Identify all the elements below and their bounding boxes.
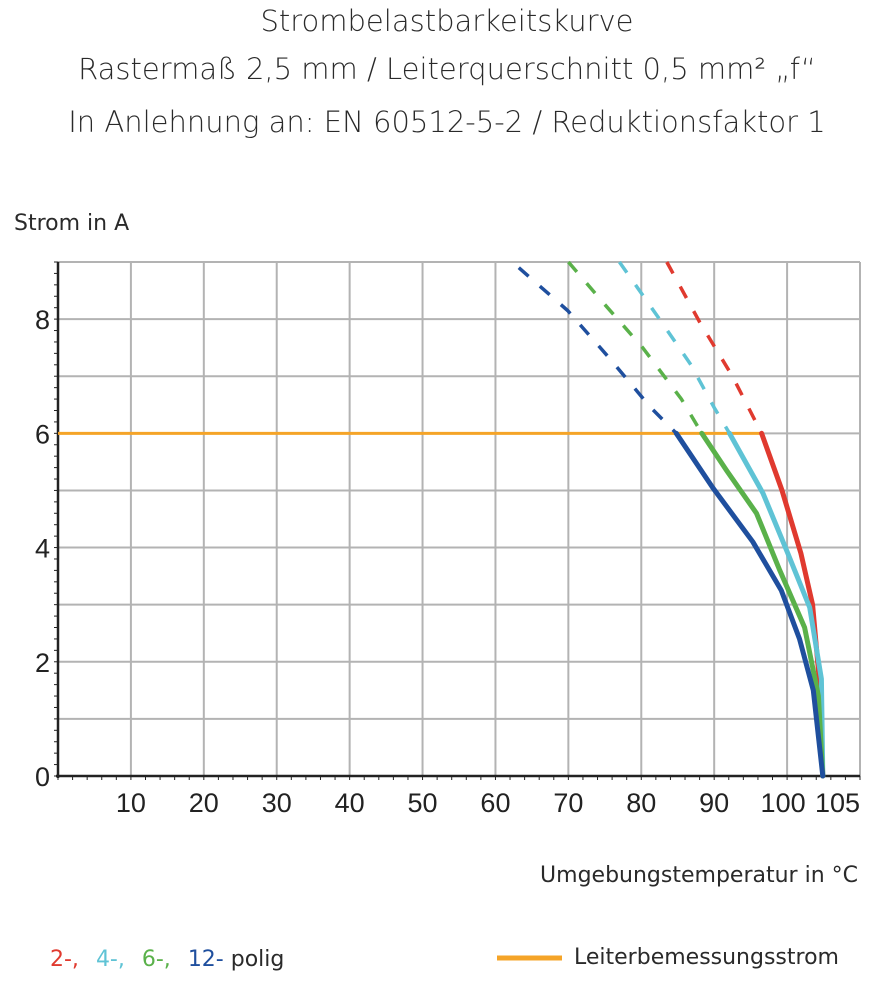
x-tick-label: 40: [335, 788, 365, 818]
x-tick-label: 100: [761, 788, 806, 818]
y-tick-label: 6: [35, 419, 50, 449]
x-tick-label: 70: [553, 788, 583, 818]
series-6-dashed-line: [567, 260, 704, 435]
x-tick-label: 80: [626, 788, 656, 818]
legend-suffix: polig: [231, 947, 285, 972]
y-tick-label: 4: [35, 534, 50, 564]
x-tick-label: 105: [815, 788, 860, 818]
x-tick-label: 60: [480, 788, 510, 818]
legend-label-6: 6-,: [142, 947, 171, 972]
x-tick-label: 50: [408, 788, 438, 818]
x-tick-label: 10: [116, 788, 146, 818]
legend-label-12: 12-: [188, 947, 224, 972]
y-tick-label: 2: [35, 648, 50, 678]
legend-label-4: 4-,: [96, 947, 125, 972]
x-tick-label: 20: [189, 788, 219, 818]
legend-reference-label: Leiterbemessungsstrom: [574, 945, 839, 970]
series-group: [58, 260, 826, 779]
legend: 2-, 4-, 6-, 12- polig Leiterbemessungsst…: [50, 945, 839, 972]
y-tick-label: 0: [35, 762, 50, 792]
axes: [54, 261, 861, 780]
legend-label-2: 2-,: [50, 947, 79, 972]
series-12-solid-line: [673, 430, 826, 779]
chart-title-line-2: Rastermaß 2,5 mm / Leiterquerschnitt 0,5…: [78, 52, 816, 86]
series-2-dashed-line: [665, 261, 764, 435]
series-6-solid-line: [699, 430, 826, 779]
y-axis-label: Strom in A: [14, 211, 129, 236]
x-tick-label: 30: [262, 788, 292, 818]
legend-series-labels: 2-, 4-, 6-, 12- polig: [50, 947, 284, 972]
chart-title-line-1: Strombelastbarkeitskurve: [260, 4, 634, 38]
series-4-dashed-line: [617, 260, 732, 435]
grid: [58, 261, 861, 776]
series-4-solid-line: [727, 430, 826, 779]
x-tick-label: 90: [699, 788, 729, 818]
tick-labels: 0 2 4 6 8 10 20 30 40 50 60 70 80 90 100 105: [35, 305, 860, 818]
chart-title-line-3: In Anlehnung an: EN 60512-5-2 / Reduktio…: [68, 105, 826, 139]
series-12-dashed-line: [517, 266, 678, 435]
x-axis-label: Umgebungstemperatur in °C: [540, 863, 858, 888]
y-tick-label: 8: [35, 305, 50, 335]
